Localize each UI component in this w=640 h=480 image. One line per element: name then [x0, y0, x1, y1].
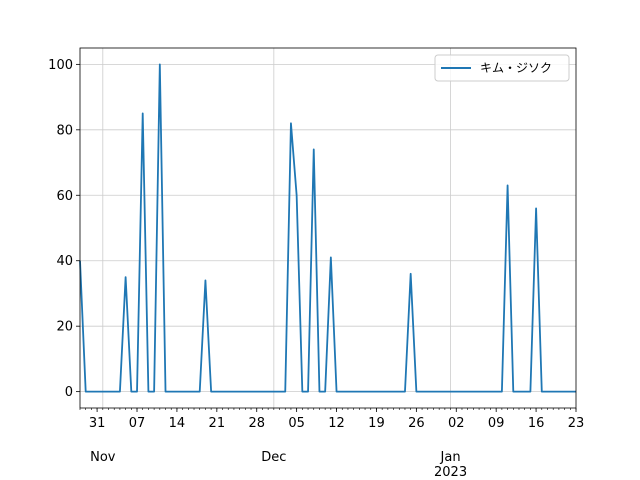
x-tick-label: 05	[288, 416, 305, 431]
x-tick-label: 28	[248, 416, 265, 431]
x-month-label: Nov	[90, 450, 116, 465]
x-month-label: Jan	[440, 450, 461, 465]
y-tick-label: 80	[56, 123, 73, 138]
x-tick-label: 02	[448, 416, 465, 431]
x-tick-label: 16	[528, 416, 545, 431]
y-tick-label: 60	[56, 189, 73, 204]
legend-label: キム・ジソク	[480, 61, 552, 75]
x-tick-label: 31	[89, 416, 106, 431]
x-month-label: Dec	[261, 450, 286, 465]
y-tick-label: 100	[48, 58, 73, 73]
x-tick-label: 07	[129, 416, 146, 431]
x-tick-label: 12	[328, 416, 345, 431]
x-tick-label: 26	[408, 416, 425, 431]
series-lines	[79, 63, 576, 393]
x-tick-label: 23	[568, 416, 585, 431]
y-tick-label: 0	[65, 385, 73, 400]
axes: 0 20 40 60 80 100 31 07 14 21 28 05 12 19 26 02 09 16 23 No…	[48, 47, 585, 480]
series-line	[79, 63, 576, 393]
legend: キム・ジソク	[434, 54, 570, 82]
x-year-label: 2023	[434, 465, 467, 480]
y-tick-label: 20	[56, 320, 73, 335]
x-tick-label: 09	[488, 416, 505, 431]
x-tick-label: 21	[209, 416, 226, 431]
plot-frame	[79, 47, 577, 409]
legend-frame	[434, 54, 570, 82]
y-tick-label: 40	[56, 254, 73, 269]
x-tick-label: 14	[169, 416, 186, 431]
x-tick-label: 19	[368, 416, 385, 431]
